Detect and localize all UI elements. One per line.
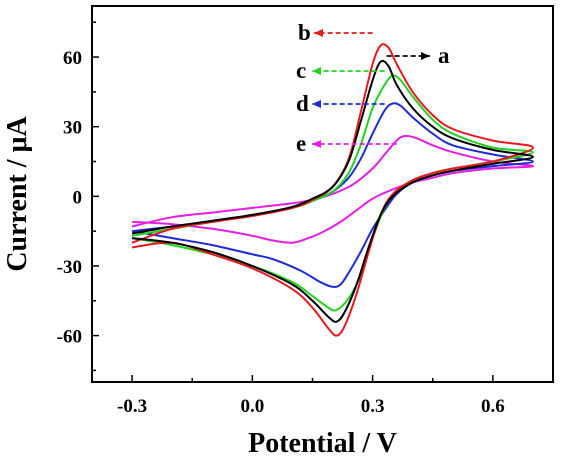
series-d-curve (131, 102, 534, 288)
y-tick-label: -60 (57, 327, 82, 348)
annotation-b-label: b (298, 20, 311, 45)
annotation-d: d (296, 91, 385, 116)
series-curves (131, 43, 534, 337)
plot-frame (91, 5, 554, 383)
x-tick-label: 0.6 (481, 396, 505, 417)
annotation-e: e (296, 131, 397, 156)
annotation-a: a (386, 43, 450, 68)
y-tick-label: -30 (57, 257, 82, 278)
axis-ticks: -0.3 0.0 0.3 0.6 -60 -30 0 30 60 (57, 21, 505, 417)
x-tick-label: -0.3 (117, 396, 147, 417)
annotation-c: c (296, 58, 385, 83)
annotation-d-label: d (296, 91, 309, 116)
annotation-d-arrow-head (312, 100, 321, 108)
annotation-a-label: a (438, 43, 450, 68)
series-b-curve (131, 43, 534, 337)
plot-area-frame (91, 5, 554, 383)
annotation-c-arrow-head (312, 67, 321, 75)
annotation-e-arrow-head (312, 140, 321, 148)
annotation-a-arrow-head (421, 52, 430, 60)
y-tick-label: 0 (73, 187, 83, 208)
series-e-curve (131, 134, 534, 244)
annotation-b-arrow-head (314, 29, 323, 37)
annotation-b: b (298, 20, 373, 45)
annotation-e-label: e (296, 131, 306, 156)
series-a-curve (131, 59, 534, 323)
x-tick-label: 0.3 (361, 396, 385, 417)
x-tick-label: 0.0 (240, 396, 264, 417)
series-annotations: b a cde (296, 20, 450, 156)
annotation-c-label: c (296, 58, 306, 83)
y-axis-title: Current / μA (2, 116, 33, 272)
y-tick-label: 60 (63, 48, 82, 69)
x-axis-title: Potential / V (248, 428, 397, 459)
series-c-curve (131, 74, 534, 312)
y-tick-label: 30 (63, 118, 82, 139)
